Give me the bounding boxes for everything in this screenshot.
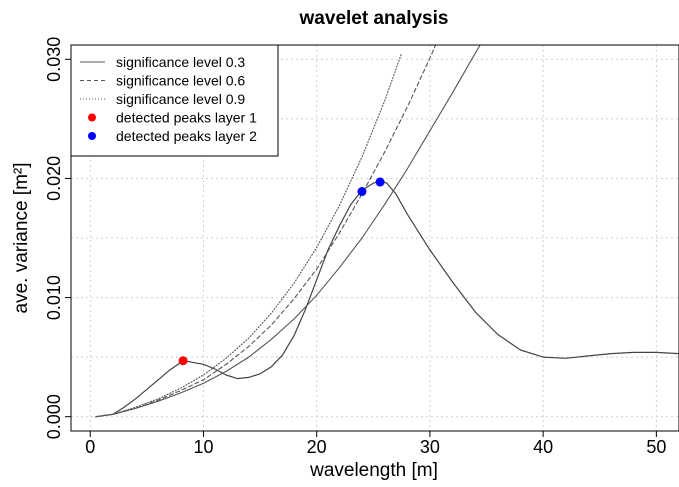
y-tick-label: 0.020 <box>44 156 64 201</box>
series-line-solid <box>95 45 481 418</box>
peak-point <box>357 187 367 197</box>
data-layer <box>95 45 679 418</box>
legend-label: significance level 0.9 <box>116 91 245 107</box>
x-tick-label: 10 <box>193 437 213 457</box>
series-line-dashed <box>95 45 437 418</box>
x-tick-label: 0 <box>85 437 95 457</box>
legend-label: significance level 0.3 <box>116 54 245 70</box>
peak-point <box>375 177 385 187</box>
x-tick-label: 30 <box>420 437 440 457</box>
legend-label: detected peaks layer 1 <box>116 110 257 126</box>
legend: significance level 0.3 significance level… <box>70 44 279 157</box>
x-axis: 0 10 20 30 40 50 <box>85 431 666 457</box>
y-axis: 0.000 0.010 0.020 0.030 <box>44 37 71 439</box>
x-axis-label: wavelength [m] <box>309 460 438 481</box>
series-line-dotted <box>95 52 403 418</box>
chart-title: wavelet analysis <box>299 8 449 29</box>
y-tick-label: 0.000 <box>44 394 64 439</box>
legend-swatch <box>88 113 96 122</box>
x-tick-label: 20 <box>307 437 327 457</box>
y-tick-label: 0.030 <box>44 37 64 82</box>
peak-point <box>178 356 188 366</box>
legend-box <box>70 44 279 157</box>
plot-frame <box>70 44 679 432</box>
legend-label: detected peaks layer 2 <box>116 128 257 144</box>
legend-label: significance level 0.6 <box>116 73 245 89</box>
y-tick-label: 0.010 <box>44 275 64 320</box>
x-tick-label: 40 <box>533 437 553 457</box>
series-line-variance <box>95 180 679 418</box>
y-axis-label: ave. variance [m²] <box>11 163 32 314</box>
x-tick-label: 50 <box>646 437 666 457</box>
legend-swatch <box>88 132 96 140</box>
peak-points <box>178 177 385 366</box>
